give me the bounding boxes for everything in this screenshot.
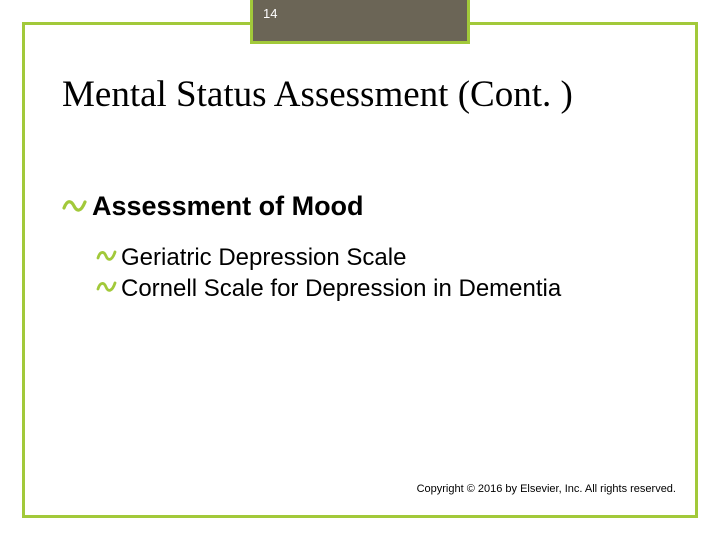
slide-tab: 14 [250,0,470,44]
slide-title: Mental Status Assessment (Cont. ) [62,76,680,115]
squiggle-bullet-icon [96,245,118,265]
bullet-level2-text: Cornell Scale for Depression in Dementia [121,273,561,304]
page-number: 14 [263,6,277,21]
bullet-level1-text: Assessment of Mood [92,190,364,224]
copyright-text: Copyright © 2016 by Elsevier, Inc. All r… [417,482,676,496]
bullet-level2-group: Geriatric Depression Scale Cornell Scale… [96,242,660,304]
bullet-level2: Geriatric Depression Scale [96,242,660,273]
bullet-level2-text: Geriatric Depression Scale [121,242,406,273]
squiggle-bullet-icon [62,194,88,216]
slide-content: Assessment of Mood Geriatric Depression … [62,190,660,304]
bullet-level1: Assessment of Mood [62,190,660,224]
squiggle-bullet-icon [96,276,118,296]
bullet-level2: Cornell Scale for Depression in Dementia [96,273,660,304]
